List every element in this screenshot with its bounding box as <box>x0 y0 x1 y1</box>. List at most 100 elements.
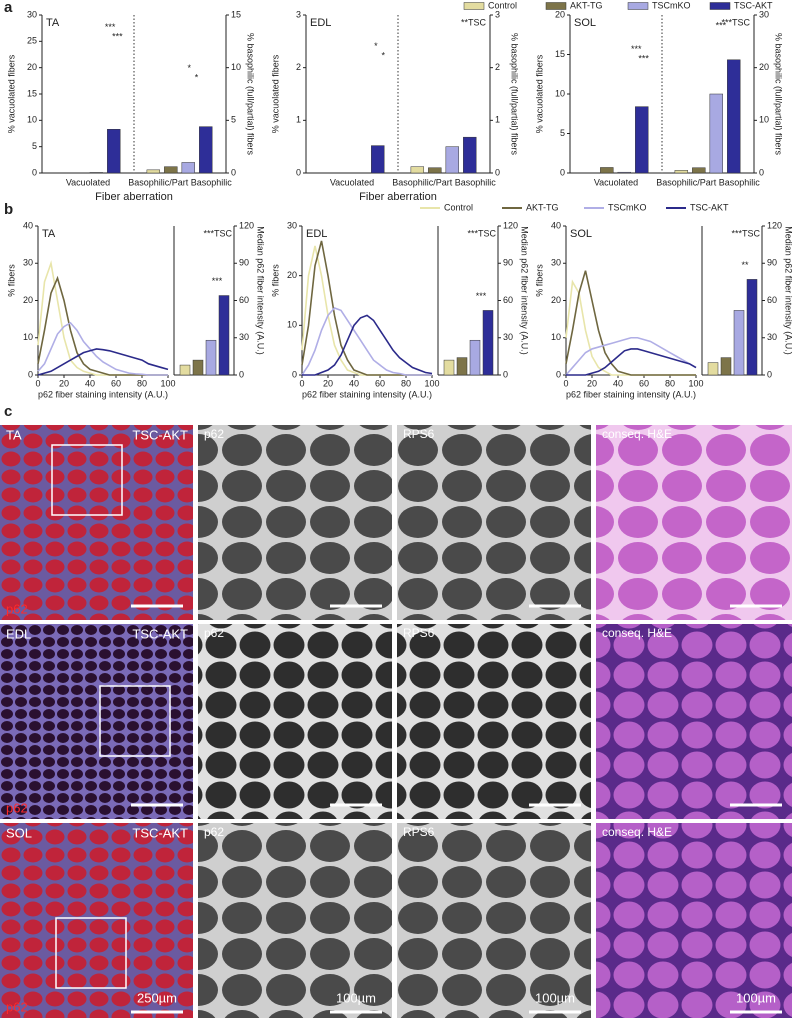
x-axis-label: p62 fiber staining intensity (A.U.) <box>38 389 168 399</box>
micrograph-label: p62 <box>204 427 224 441</box>
genotype-label: TSC-AKT <box>132 427 188 442</box>
significance: ** <box>741 260 749 270</box>
line-series <box>566 348 697 376</box>
x-tick-label: 80 <box>665 378 675 388</box>
micrograph-label: RPS6 <box>403 427 435 441</box>
y-tick-label: 5 <box>560 128 565 138</box>
legend-label: AKT-TG <box>570 0 603 10</box>
y-tick-label: 10 <box>23 332 33 342</box>
x-tick-label: 20 <box>59 378 69 388</box>
bar <box>205 339 217 376</box>
y2-tick-label: 0 <box>759 167 764 177</box>
group-label: Basophilic/Part Basophilic <box>656 177 760 187</box>
y-tick-label: 30 <box>27 9 37 19</box>
y2-tick-label: 120 <box>503 220 518 230</box>
x-tick-label: 20 <box>323 378 333 388</box>
y-tick-label: 30 <box>23 258 33 268</box>
x-tick-label: 100 <box>424 378 439 388</box>
stain-label: p62 <box>6 800 28 815</box>
y2-axis-label: % basophilic (full/partial) fibers <box>510 33 520 156</box>
x-tick-label: 0 <box>299 378 304 388</box>
legend-label: TSC-AKT <box>690 202 729 212</box>
inset-box <box>55 917 127 989</box>
micrograph-label: conseq. H&E <box>602 825 672 839</box>
line-series <box>302 314 433 376</box>
significance: *** <box>631 44 642 54</box>
x-tick-label: 0 <box>563 378 568 388</box>
y-tick-label: 10 <box>27 115 37 125</box>
bar <box>469 339 481 376</box>
bar <box>179 364 191 376</box>
bar <box>218 295 230 376</box>
y2-axis-label: Median p62 fiber intensity (A.U.) <box>784 226 792 355</box>
muscle-label: SOL <box>6 825 32 840</box>
y-tick-label: 30 <box>551 258 561 268</box>
group-label: Vacuolated <box>330 177 374 187</box>
x-tick-label: 60 <box>639 378 649 388</box>
bar <box>443 359 455 376</box>
y-tick-label: 3 <box>296 9 301 19</box>
micrograph <box>596 425 792 620</box>
x-axis-label: Fiber aberration <box>359 191 437 203</box>
genotype-label: TSC-AKT <box>132 825 188 840</box>
bar <box>199 126 213 174</box>
y2-axis-label: Median p62 fiber intensity (A.U.) <box>256 226 266 355</box>
group-label: Vacuolated <box>66 177 110 187</box>
y-tick-label: 1 <box>296 115 301 125</box>
y2-axis-label: Median p62 fiber intensity (A.U.) <box>520 226 530 355</box>
chart-title: TA <box>42 228 56 240</box>
y-tick-label: 5 <box>32 141 37 151</box>
line-series <box>565 336 697 376</box>
y2-tick-label: 90 <box>239 258 249 268</box>
y-axis-label: % vacuolated fibers <box>534 54 544 133</box>
chart-title: SOL <box>570 228 592 240</box>
bar <box>192 359 204 376</box>
y-tick-label: 0 <box>296 167 301 177</box>
legend-label: AKT-TG <box>526 202 559 212</box>
y-tick-label: 0 <box>556 369 561 379</box>
line-series <box>565 279 696 376</box>
chart-title: TA <box>46 17 60 29</box>
y2-tick-label: 1 <box>495 115 500 125</box>
bar <box>371 145 385 174</box>
micrograph <box>397 425 591 620</box>
inset-box <box>99 685 171 757</box>
x-tick-label: 40 <box>85 378 95 388</box>
bar <box>456 357 468 376</box>
bar <box>89 172 103 174</box>
y-tick-label: 2 <box>296 62 301 72</box>
legend-swatch <box>545 2 567 10</box>
legend-swatch <box>627 2 649 10</box>
significance: * <box>195 73 199 83</box>
y-tick-label: 0 <box>560 167 565 177</box>
bar <box>733 310 745 376</box>
legend-label: Control <box>444 202 473 212</box>
y-tick-label: 0 <box>32 167 37 177</box>
bar <box>674 170 689 174</box>
panel-label: c <box>4 403 12 420</box>
bar <box>707 362 719 376</box>
genotype-label: TSC-AKT <box>132 626 188 641</box>
group-label: Basophilic/Part Basophilic <box>128 177 232 187</box>
x-tick-label: 40 <box>349 378 359 388</box>
y2-tick-label: 30 <box>759 9 769 19</box>
legend-label: Control <box>488 0 517 10</box>
micrograph <box>198 823 392 1018</box>
y2-tick-label: 20 <box>759 62 769 72</box>
micrograph <box>0 425 193 620</box>
group-label: Basophilic/Part Basophilic <box>392 177 496 187</box>
y2-tick-label: 30 <box>239 332 249 342</box>
line-series <box>37 321 168 376</box>
x-tick-label: 20 <box>587 378 597 388</box>
x-tick-label: 60 <box>111 378 121 388</box>
micrograph-label: conseq. H&E <box>602 427 672 441</box>
micrograph <box>0 624 193 819</box>
bar <box>445 146 459 174</box>
y2-tick-label: 90 <box>767 258 777 268</box>
annotation: ***TSC <box>203 228 232 238</box>
muscle-label: EDL <box>6 626 31 641</box>
bar <box>463 136 477 174</box>
y2-tick-label: 60 <box>503 295 513 305</box>
y-tick-label: 0 <box>292 369 297 379</box>
